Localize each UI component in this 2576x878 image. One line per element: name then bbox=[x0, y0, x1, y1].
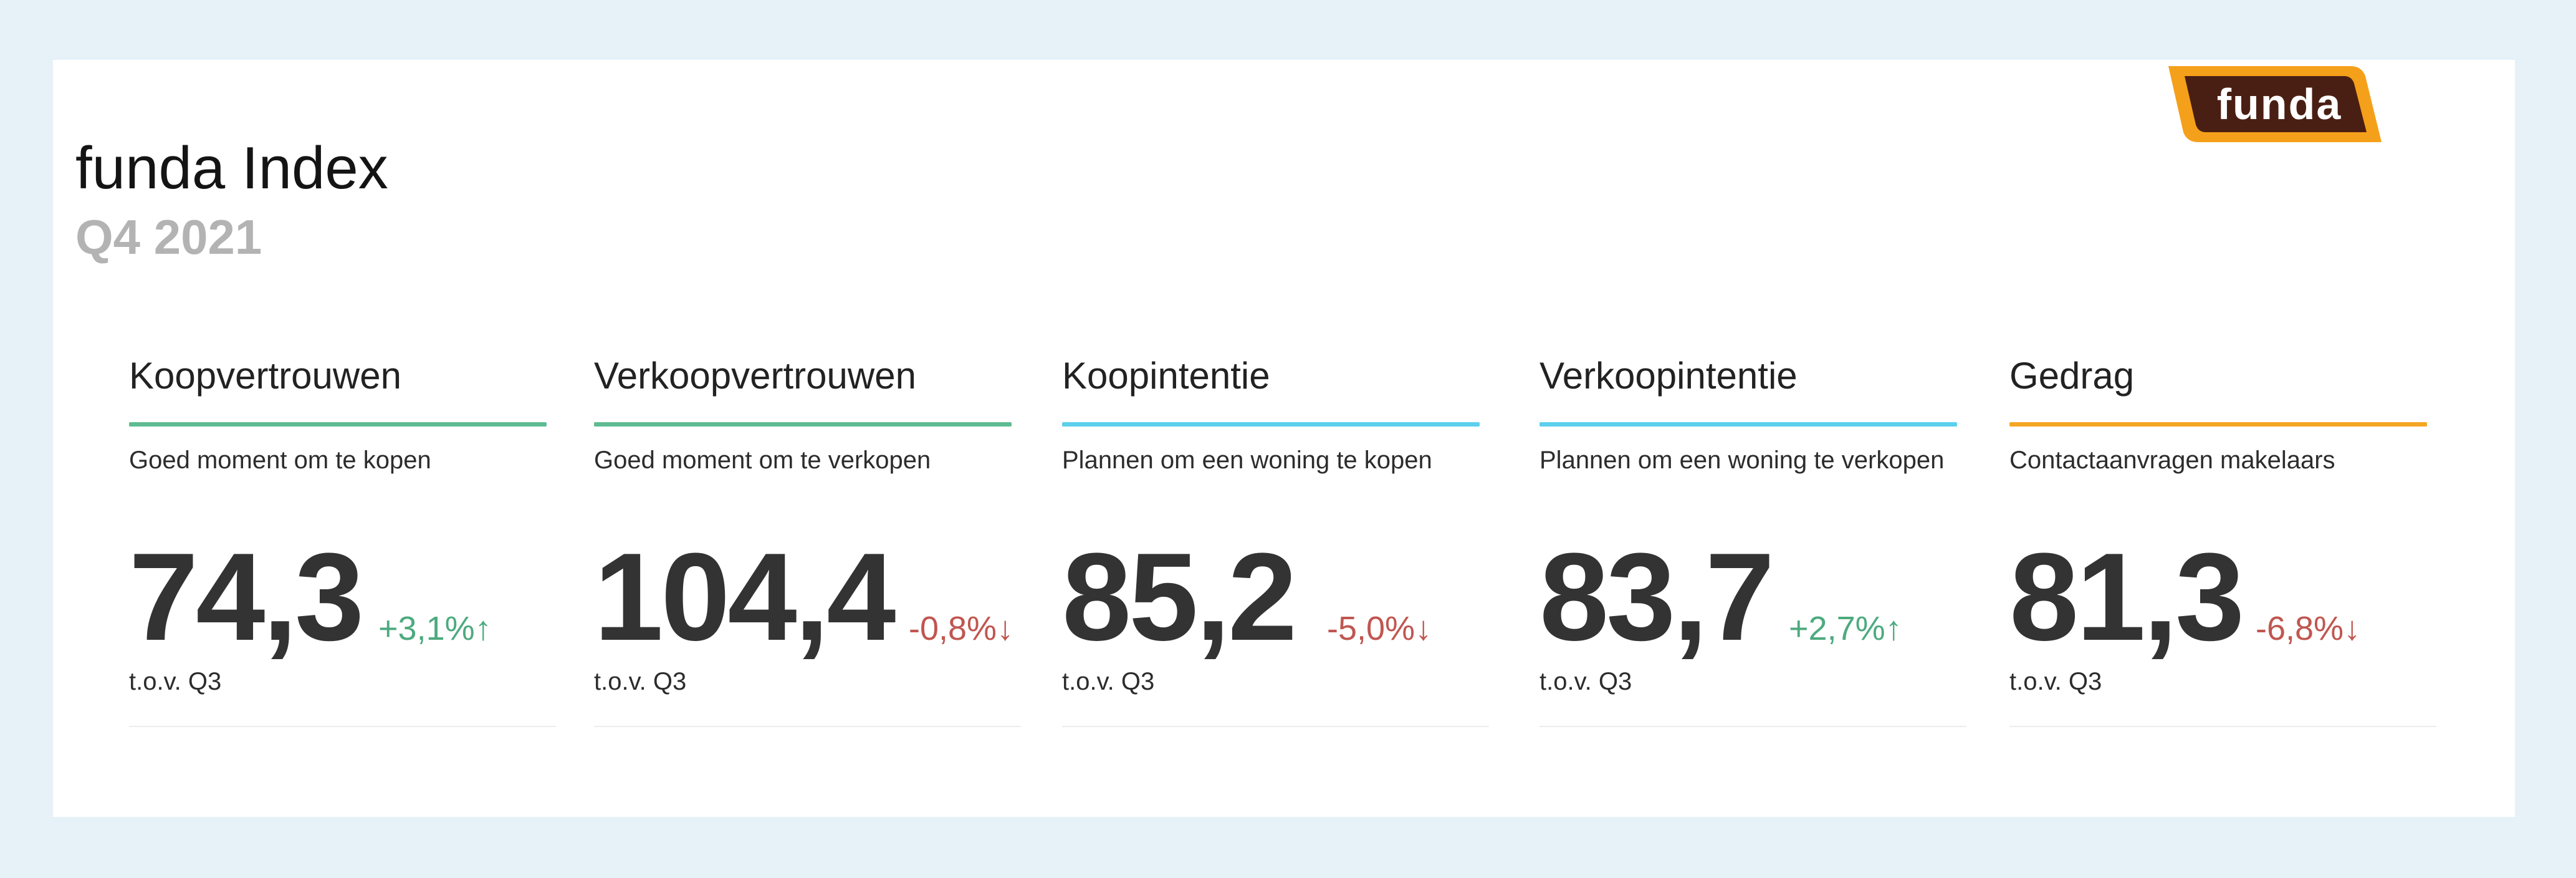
metric-rule bbox=[129, 422, 547, 427]
metric-comparison: t.o.v. Q3 bbox=[594, 668, 687, 695]
metric-description: Plannen om een woning te verkopen bbox=[1539, 446, 1945, 474]
metric-description: Goed moment om te verkopen bbox=[594, 446, 931, 474]
page-title: funda Index bbox=[75, 135, 388, 201]
metric-rule bbox=[1062, 422, 1480, 427]
metric-bottom-rule bbox=[594, 726, 1021, 727]
metric-comparison: t.o.v. Q3 bbox=[1539, 668, 1632, 695]
funda-logo-inner-shape bbox=[2185, 76, 2367, 132]
metric-title: Verkoopvertrouwen bbox=[594, 355, 916, 397]
metric-description: Contactaanvragen makelaars bbox=[2009, 446, 2335, 474]
metric-comparison: t.o.v. Q3 bbox=[1062, 668, 1155, 695]
metric-change: +3,1%↑ bbox=[378, 610, 492, 647]
metric-value: 85,2 bbox=[1062, 528, 1297, 667]
funda-logo: funda bbox=[2168, 66, 2382, 142]
metric-comparison: t.o.v. Q3 bbox=[2009, 668, 2102, 695]
metric-comparison: t.o.v. Q3 bbox=[129, 668, 222, 695]
metric-title: Verkoopintentie bbox=[1539, 355, 1798, 397]
metric-rule bbox=[594, 422, 1012, 427]
metric-value: 104,4 bbox=[594, 528, 896, 667]
metric-bottom-rule bbox=[1539, 726, 1966, 727]
metric-title: Gedrag bbox=[2009, 355, 2135, 397]
metric-bottom-rule bbox=[2009, 726, 2436, 727]
metric-title: Koopvertrouwen bbox=[129, 355, 401, 397]
metric-change: +2,7%↑ bbox=[1789, 610, 1902, 647]
metric-change: -6,8%↓ bbox=[2256, 610, 2361, 647]
metric-description: Goed moment om te kopen bbox=[129, 446, 431, 474]
metric-bottom-rule bbox=[129, 726, 556, 727]
metric-value: 74,3 bbox=[129, 528, 364, 667]
metric-description: Plannen om een woning te kopen bbox=[1062, 446, 1432, 474]
metric-change: -0,8%↓ bbox=[909, 610, 1014, 647]
period-label: Q4 2021 bbox=[75, 210, 262, 264]
index-card bbox=[53, 60, 2515, 817]
funda-logo-text: funda bbox=[2216, 80, 2342, 128]
metric-bottom-rule bbox=[1062, 726, 1489, 727]
metric-rule bbox=[1539, 422, 1957, 427]
metric-value: 81,3 bbox=[2009, 528, 2244, 667]
metric-value: 83,7 bbox=[1539, 528, 1774, 667]
metric-rule bbox=[2009, 422, 2427, 427]
funda-logo-badge bbox=[2168, 66, 2382, 142]
metric-change: -5,0%↓ bbox=[1327, 610, 1432, 647]
metric-title: Koopintentie bbox=[1062, 355, 1270, 397]
